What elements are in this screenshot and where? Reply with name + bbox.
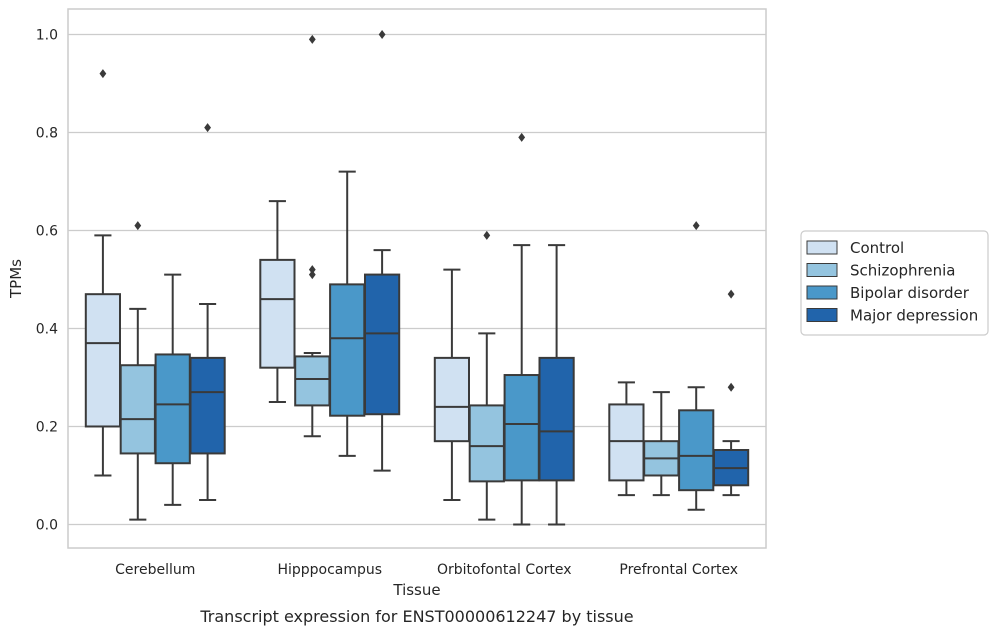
chart-caption: Transcript expression for ENST0000061224… bbox=[199, 607, 633, 626]
y-axis-ticks: 0.0 0.2 0.4 0.6 0.8 1.0 bbox=[36, 27, 58, 533]
plot-frame bbox=[67, 8, 767, 549]
legend-frame bbox=[800, 230, 989, 336]
box-major-depression bbox=[538, 244, 575, 526]
legend-label: Control bbox=[850, 239, 904, 257]
x-tick-label: Cerebellum bbox=[115, 562, 195, 578]
box-body bbox=[363, 273, 401, 416]
box-major-depression bbox=[189, 123, 226, 501]
box-body bbox=[433, 356, 471, 443]
outlier-point bbox=[308, 34, 316, 44]
box-major-depression bbox=[363, 29, 401, 472]
outlier-point bbox=[483, 230, 491, 240]
box-schizophrenia bbox=[468, 230, 505, 521]
legend-swatch bbox=[806, 240, 838, 255]
y-tick-label: 0.4 bbox=[36, 321, 58, 337]
box-body bbox=[329, 283, 366, 417]
legend-swatch bbox=[806, 308, 838, 322]
legend: Control Schizophrenia Bipolar disorder Majo… bbox=[800, 230, 989, 336]
x-tick-label: Hipppocampus bbox=[277, 562, 382, 578]
legend-swatch bbox=[806, 263, 838, 277]
box-control bbox=[433, 268, 471, 501]
box-bipolar-disorder bbox=[503, 132, 540, 526]
box-body bbox=[538, 356, 575, 482]
x-axis-ticks: Cerebellum Hipppocampus Orbitofontal Corte… bbox=[115, 562, 738, 578]
box-schizophrenia bbox=[643, 391, 680, 497]
box-body bbox=[119, 364, 156, 455]
box-bipolar-disorder bbox=[678, 221, 715, 511]
box-bipolar-disorder bbox=[154, 273, 191, 506]
y-tick-label: 0.6 bbox=[36, 223, 58, 239]
box-body bbox=[503, 374, 540, 482]
legend-item: Major depression bbox=[806, 307, 978, 325]
box-body bbox=[84, 293, 122, 428]
outlier-point bbox=[518, 132, 526, 142]
box-body bbox=[468, 404, 505, 483]
outlier-point bbox=[727, 382, 735, 392]
outlier-point bbox=[378, 29, 386, 39]
box-schizophrenia bbox=[294, 34, 331, 438]
box-body bbox=[678, 409, 715, 492]
outlier-point bbox=[204, 123, 211, 133]
box-body bbox=[259, 258, 296, 369]
box-bipolar-disorder bbox=[329, 170, 366, 457]
y-tick-label: 0.0 bbox=[36, 517, 58, 533]
legend-label: Schizophrenia bbox=[850, 262, 955, 280]
legend-item: Schizophrenia bbox=[806, 262, 955, 280]
y-tick-label: 0.8 bbox=[36, 125, 58, 141]
box-control bbox=[259, 200, 296, 403]
legend-label: Major depression bbox=[850, 307, 978, 325]
box-control bbox=[608, 381, 645, 497]
outlier-point bbox=[308, 270, 316, 280]
outlier-point bbox=[727, 289, 735, 299]
y-tick-label: 1.0 bbox=[36, 27, 58, 43]
box-major-depression bbox=[712, 289, 750, 497]
box-body bbox=[294, 355, 331, 407]
plot-area bbox=[84, 29, 750, 526]
outlier-point bbox=[134, 221, 142, 231]
x-axis-title: Tissue bbox=[392, 581, 440, 599]
box-body bbox=[608, 403, 645, 482]
y-axis-title: TPMs bbox=[7, 259, 25, 299]
box-schizophrenia bbox=[119, 221, 156, 521]
legend-label: Bipolar disorder bbox=[850, 284, 970, 302]
box-body bbox=[154, 353, 191, 465]
box-control bbox=[84, 69, 122, 477]
x-tick-label: Orbitofontal Cortex bbox=[437, 562, 572, 578]
y-tick-label: 0.2 bbox=[36, 419, 58, 435]
outlier-point bbox=[692, 221, 700, 231]
legend-item: Control bbox=[806, 239, 904, 257]
outlier-point bbox=[99, 69, 107, 79]
legend-swatch bbox=[806, 285, 838, 300]
box-body bbox=[189, 356, 226, 455]
x-tick-label: Prefrontal Cortex bbox=[619, 562, 738, 578]
outlier-point bbox=[308, 265, 316, 275]
legend-item: Bipolar disorder bbox=[806, 284, 970, 302]
